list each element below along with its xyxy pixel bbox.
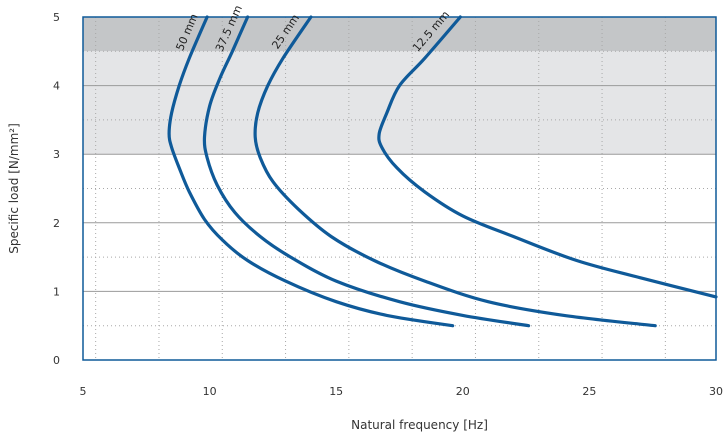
series-group (167, 15, 718, 328)
x-tick-label: 20 (456, 385, 470, 398)
y-tick-label: 2 (53, 217, 60, 230)
y-tick-labels: 0 1 2 3 4 5 (53, 11, 60, 367)
y-tick-label: 3 (53, 148, 60, 161)
y-tick-label: 4 (53, 80, 60, 93)
series-line (253, 15, 657, 328)
y-axis-label: Specific load [N/mm²] (7, 123, 21, 254)
x-tick-label: 15 (329, 385, 343, 398)
shaded-band-0 (83, 17, 716, 52)
x-tick-label: 25 (582, 385, 596, 398)
shaded-bands (83, 17, 716, 155)
y-tick-label: 5 (53, 11, 60, 24)
y-tick-label: 1 (53, 285, 60, 298)
series-line (202, 15, 531, 328)
x-tick-label: 10 (203, 385, 217, 398)
x-tick-labels: 5 10 15 20 25 30 (80, 385, 724, 398)
x-tick-label: 30 (709, 385, 723, 398)
shaded-band-1 (83, 51, 716, 155)
series-line (167, 15, 455, 328)
x-tick-label: 5 (80, 385, 87, 398)
y-tick-label: 0 (53, 354, 60, 367)
series-line (377, 15, 718, 299)
x-axis-label: Natural frequency [Hz] (351, 418, 488, 432)
grid (83, 17, 716, 360)
plot-frame (82, 16, 717, 361)
